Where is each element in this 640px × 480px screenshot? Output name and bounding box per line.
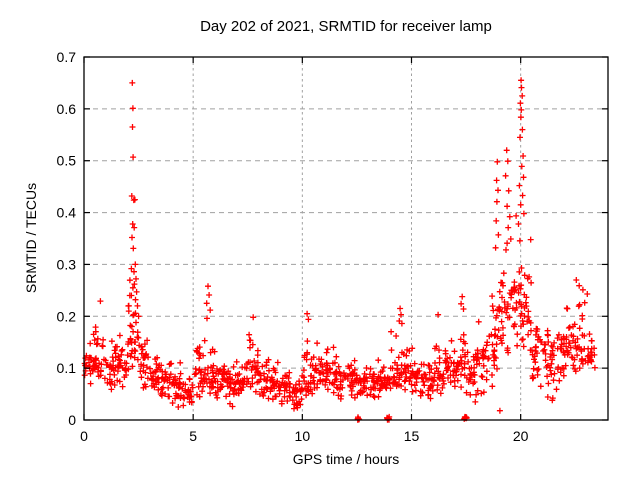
y-tick-label: 0 [68,412,76,428]
y-tick-labels: 0 0.1 0.2 0.3 0.4 0.5 0.6 0.7 [57,49,77,428]
x-axis-label: GPS time / hours [293,451,400,467]
y-tick-label: 0.4 [57,205,77,221]
scatter-points [81,77,598,423]
chart-title: Day 202 of 2021, SRMTID for receiver lam… [200,18,492,35]
y-axis-label: SRMTID / TECUs [23,183,39,293]
y-tick-label: 0.2 [57,308,77,324]
x-tick-label: 15 [404,428,420,444]
x-tick-label: 0 [80,428,88,444]
x-tick-labels: 0 5 10 15 20 [80,428,529,444]
x-tick-label: 5 [189,428,197,444]
y-tick-label: 0.5 [57,153,77,169]
x-tick-label: 20 [513,428,529,444]
y-tick-label: 0.7 [57,49,77,65]
y-tick-label: 0.6 [57,101,77,117]
data-point-markers [81,77,598,423]
axis-ticks [83,56,608,421]
x-tick-label: 10 [295,428,311,444]
y-tick-label: 0.1 [57,360,77,376]
y-tick-label: 0.3 [57,256,77,272]
plot-border [83,56,609,421]
